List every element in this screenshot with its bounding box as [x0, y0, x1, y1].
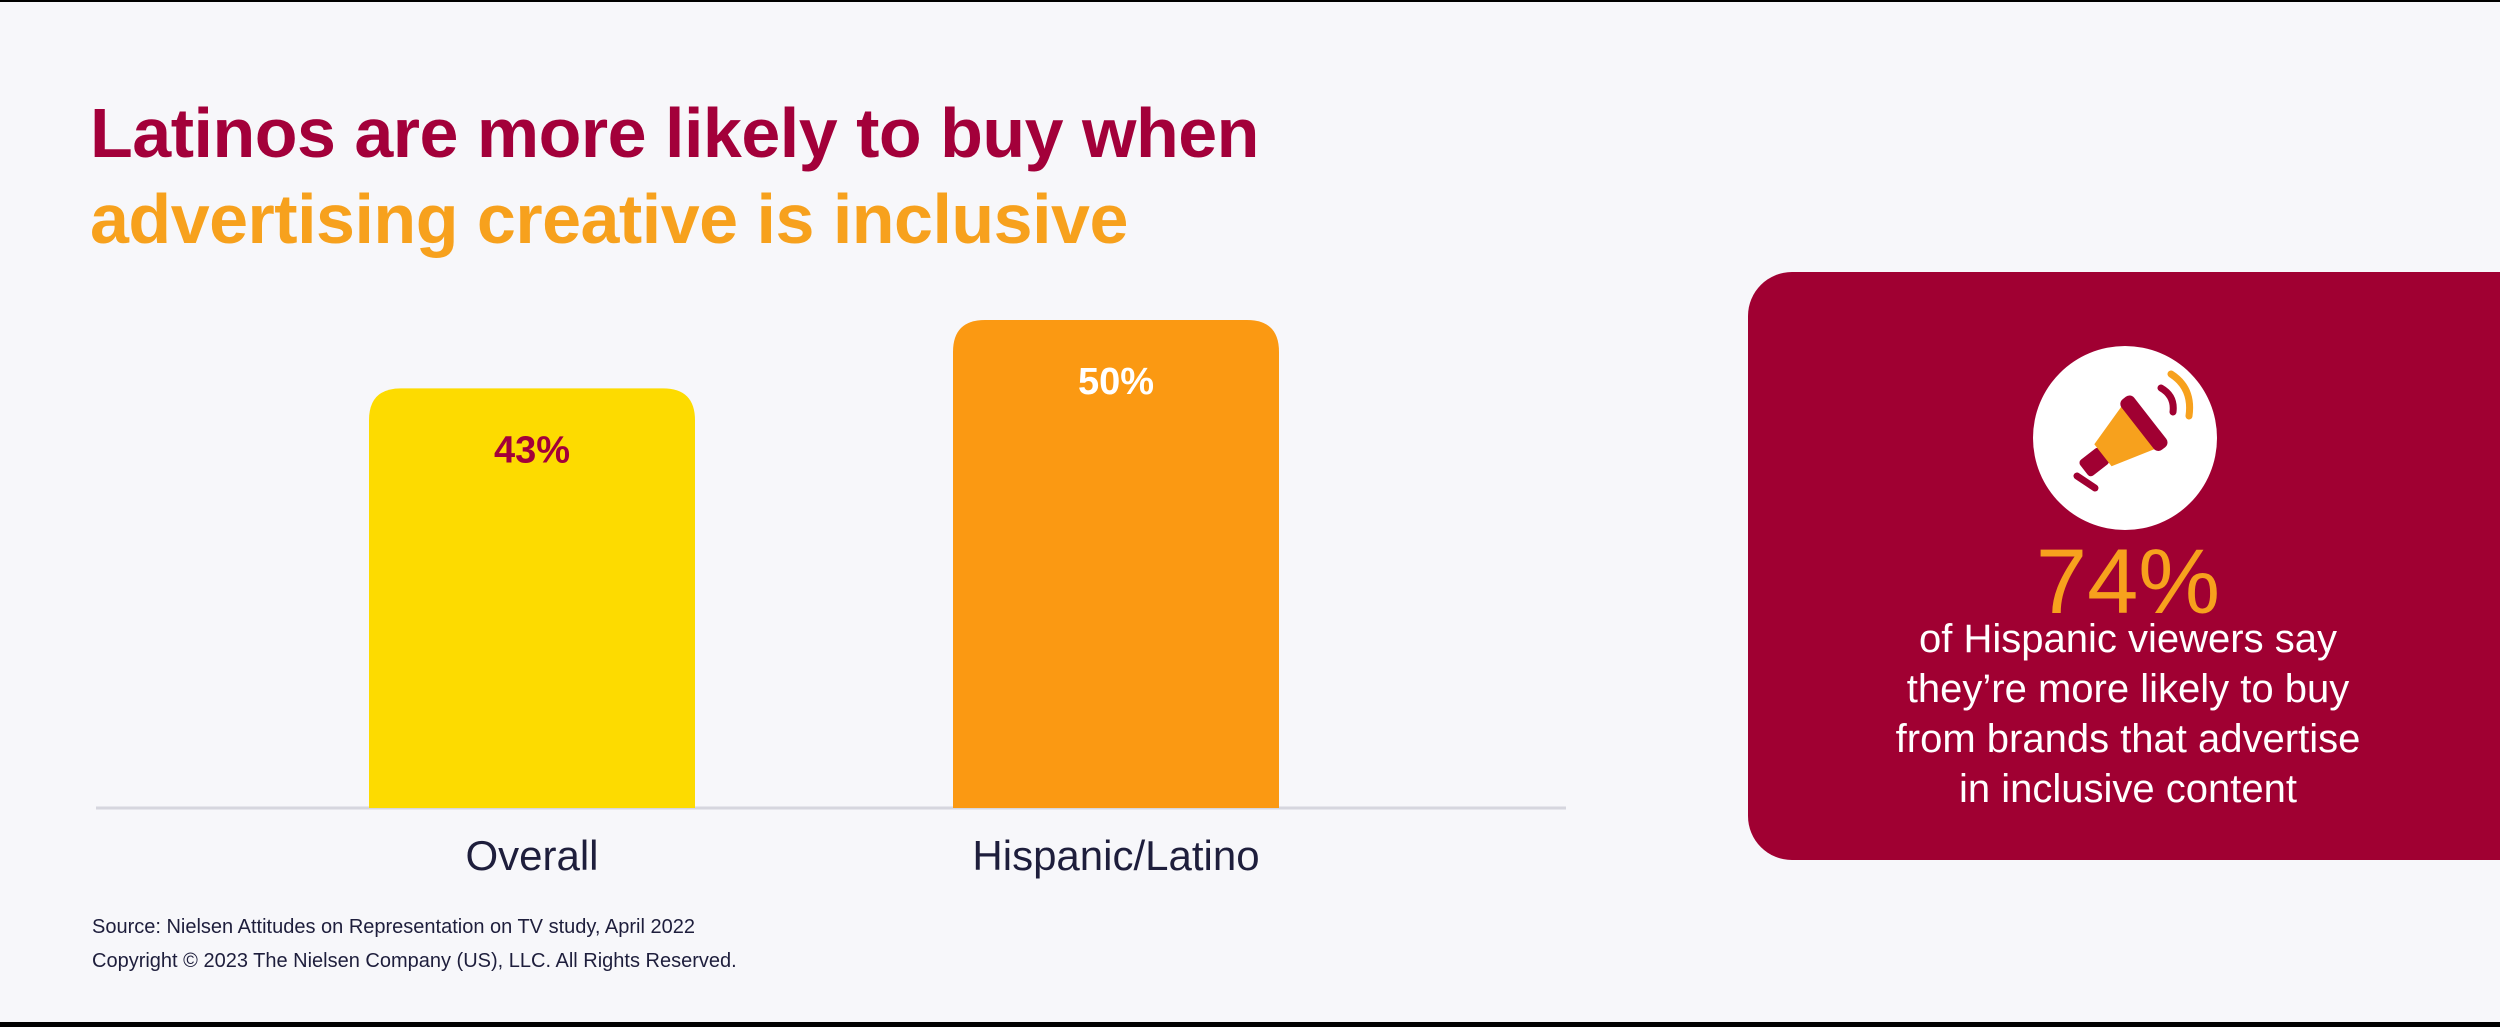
stat-text-line: in inclusive content	[1959, 767, 2297, 811]
category-label: Hispanic/Latino	[972, 832, 1259, 879]
title-line-2: advertising creative is inclusive	[90, 180, 1128, 258]
source-note: Source: Nielsen Attitudes on Representat…	[92, 910, 737, 978]
bar-chart: 43% Overall 50% Hispanic/Latino	[96, 320, 1566, 879]
stat-text-line: they’re more likely to buy	[1906, 667, 2350, 711]
stat-text-line: from brands that advertise	[1895, 717, 2361, 761]
bar-value-label: 50%	[1078, 361, 1154, 403]
megaphone-icon	[2073, 370, 2194, 492]
bar-overall	[369, 388, 695, 808]
icon-circle	[2033, 346, 2217, 530]
category-label: Overall	[465, 832, 598, 879]
page-title: Latinos are more likely to buy when adve…	[90, 90, 1259, 262]
bar-value-label: 43%	[494, 429, 570, 471]
bar-hispanic-latino	[953, 320, 1279, 808]
copyright-line: Copyright © 2023 The Nielsen Company (US…	[92, 950, 737, 972]
stat-value: 74%	[2035, 531, 2221, 633]
title-line-1: Latinos are more likely to buy when	[90, 94, 1259, 172]
stat-description: of Hispanic viewers say they’re more lik…	[1748, 614, 2500, 814]
callout-card: 74% of Hispanic viewers say they’re more…	[1748, 272, 2500, 860]
source-line: Source: Nielsen Attitudes on Representat…	[92, 916, 695, 938]
stat-text-line: of Hispanic viewers say	[1919, 617, 2337, 661]
